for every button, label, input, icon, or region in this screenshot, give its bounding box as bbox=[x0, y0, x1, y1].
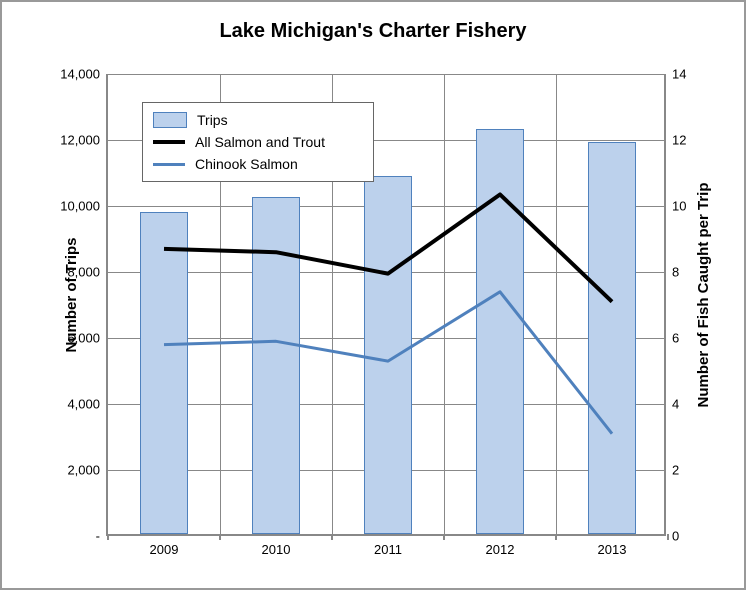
x-tick-label: 2013 bbox=[598, 542, 627, 557]
chart-title: Lake Michigan's Charter Fishery bbox=[2, 20, 744, 43]
y2-tick-label: 6 bbox=[672, 331, 679, 346]
y1-tick-label: 14,000 bbox=[60, 67, 100, 82]
legend-item: Trips bbox=[153, 109, 363, 131]
y1-tick-label: 2,000 bbox=[67, 463, 100, 478]
y1-tick-label: - bbox=[96, 529, 100, 544]
series-line bbox=[164, 292, 612, 434]
y2-tick-label: 0 bbox=[672, 529, 679, 544]
legend-label: Chinook Salmon bbox=[195, 156, 298, 172]
legend: Trips All Salmon and Trout Chinook Salmon bbox=[142, 102, 374, 182]
y1-tick-label: 6,000 bbox=[67, 331, 100, 346]
legend-swatch-bar bbox=[153, 112, 187, 128]
y2-tick-label: 4 bbox=[672, 397, 679, 412]
legend-item: All Salmon and Trout bbox=[153, 131, 363, 153]
y1-tick-label: 10,000 bbox=[60, 199, 100, 214]
x-tick-label: 2012 bbox=[486, 542, 515, 557]
legend-swatch-line bbox=[153, 140, 185, 144]
y1-tick-label: 12,000 bbox=[60, 133, 100, 148]
x-tick-label: 2010 bbox=[262, 542, 291, 557]
chart-container: Lake Michigan's Charter Fishery Number o… bbox=[0, 0, 746, 590]
y2-tick-label: 8 bbox=[672, 265, 679, 280]
legend-label: All Salmon and Trout bbox=[195, 134, 325, 150]
y2-tick-label: 2 bbox=[672, 463, 679, 478]
x-tick-label: 2009 bbox=[150, 542, 179, 557]
legend-item: Chinook Salmon bbox=[153, 153, 363, 175]
y1-tick-label: 4,000 bbox=[67, 397, 100, 412]
series-line bbox=[164, 194, 612, 301]
x-tick-label: 2011 bbox=[374, 542, 402, 557]
legend-swatch-line bbox=[153, 163, 185, 166]
y2-tick-label: 10 bbox=[672, 199, 686, 214]
y2-tick-label: 14 bbox=[672, 67, 686, 82]
y2-axis-label: Number of Fish Caught per Trip bbox=[695, 182, 712, 407]
y2-tick-label: 12 bbox=[672, 133, 686, 148]
y1-tick-label: 8,000 bbox=[67, 265, 100, 280]
legend-label: Trips bbox=[197, 112, 228, 128]
